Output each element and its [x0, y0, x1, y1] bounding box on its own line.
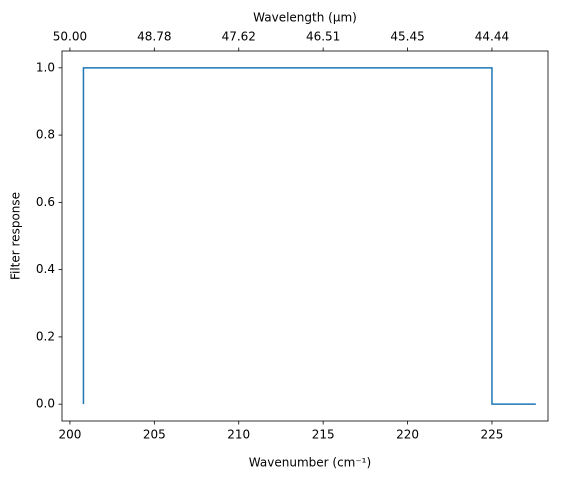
x-tick-label: 220: [396, 428, 419, 442]
x-tick-label: 205: [143, 428, 166, 442]
y-axis-label: Filter response: [9, 192, 23, 280]
x-tick-label: 200: [58, 428, 81, 442]
x2-tick-label: 47.62: [222, 30, 256, 44]
plot-frame: [61, 50, 549, 422]
y-tick-label: 0.8: [36, 128, 55, 142]
x2-tick-label: 50.00: [53, 30, 87, 44]
x-tick-label: 215: [312, 428, 335, 442]
y-tick-label: 0.2: [36, 329, 55, 343]
y-tick-label: 0.0: [36, 397, 55, 411]
x2-tick-label: 45.45: [390, 30, 424, 44]
x2-tick-label: 44.44: [475, 30, 509, 44]
data-line: [82, 67, 536, 405]
y-tick-label: 0.6: [36, 195, 55, 209]
y-tick-label: 1.0: [36, 60, 55, 74]
y-tick-label: 0.4: [36, 262, 55, 276]
x-tick-label: 210: [227, 428, 250, 442]
x-axis-label: Wavenumber (cm⁻¹): [249, 456, 371, 470]
x2-axis-label: Wavelength (μm): [253, 11, 357, 25]
x-tick-label: 225: [481, 428, 504, 442]
x2-tick-label: 48.78: [137, 30, 171, 44]
x2-tick-label: 46.51: [306, 30, 340, 44]
